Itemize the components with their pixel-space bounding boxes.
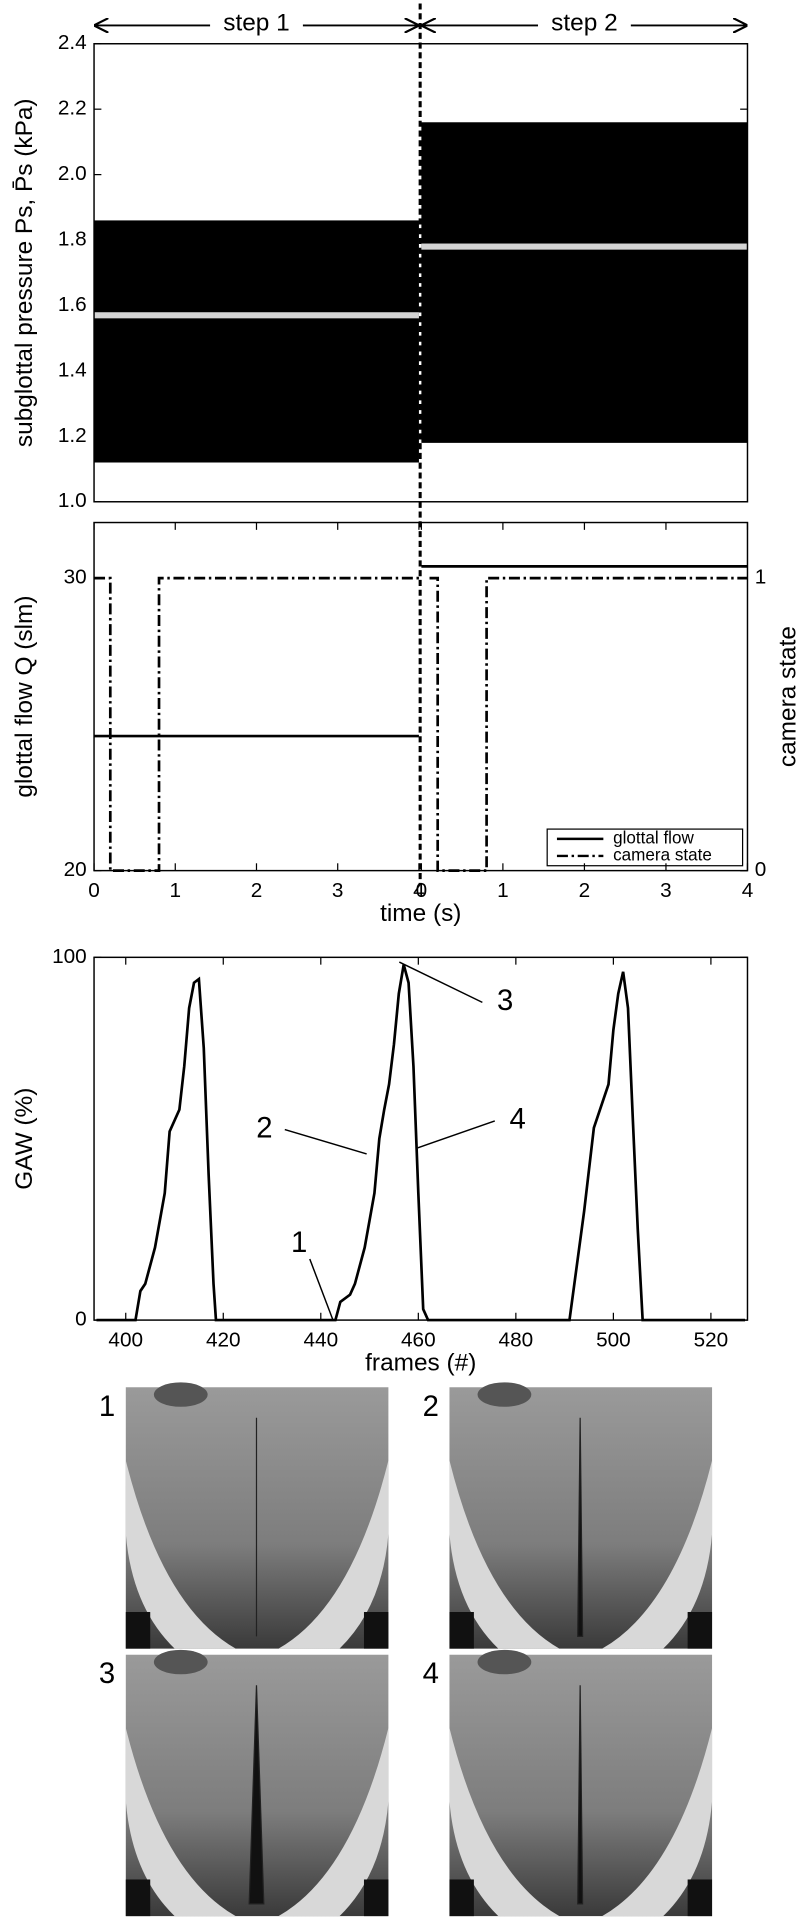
y-tick-label: 2.0 <box>58 162 87 185</box>
x-tick-label: 2 <box>579 879 591 902</box>
x-tick-label: 460 <box>401 1328 436 1351</box>
x-tick-label: 2 <box>251 879 263 902</box>
x-tick-label: 4 <box>413 879 425 902</box>
vocal-fold-edge <box>602 1460 713 1649</box>
legend-label: glottal flow <box>613 828 694 847</box>
glottis <box>577 1685 584 1905</box>
x-tick-label: 480 <box>499 1328 534 1351</box>
annotation-leader <box>417 1120 496 1149</box>
pressure-band <box>421 122 748 443</box>
legend-label: camera state <box>613 845 712 864</box>
x-tick-label: 400 <box>108 1328 143 1351</box>
vocal-fold-edge <box>125 1728 236 1917</box>
mean-pressure <box>421 243 748 250</box>
plot-frame <box>93 521 749 872</box>
vocal-fold-edge <box>449 1728 560 1917</box>
x-tick-label: 3 <box>332 879 344 902</box>
y-tick-label: 30 <box>64 566 87 589</box>
glottis <box>577 1417 584 1638</box>
legend-box <box>546 828 744 867</box>
x-tick-label: 1 <box>169 879 181 902</box>
frame-label: 3 <box>99 1657 115 1690</box>
y-tick-label: 1.2 <box>58 424 87 447</box>
y-axis-label: glottal flow Q (slm) <box>11 596 38 798</box>
y-tick-label: 2.2 <box>58 97 87 120</box>
vocal-fold-edge <box>278 1728 389 1917</box>
plot-frame <box>93 43 749 503</box>
step-label: step 1 <box>223 10 290 37</box>
y-tick-label: 20 <box>64 858 87 881</box>
corner-shadow <box>449 1611 474 1649</box>
y-tick-label: 100 <box>52 945 87 968</box>
x-tick-label: 520 <box>694 1328 729 1351</box>
frame-label: 4 <box>423 1657 439 1690</box>
y-tick-label: 0 <box>75 1308 87 1331</box>
x-tick-label: 3 <box>660 879 672 902</box>
y2-tick-label: 0 <box>755 858 767 881</box>
corner-shadow <box>449 1879 474 1917</box>
x-axis-label: time (s) <box>380 900 461 927</box>
tube <box>477 1382 532 1407</box>
annotation-leader <box>398 961 483 1004</box>
data-line <box>96 964 746 1322</box>
vocal-fold-edge <box>602 1728 713 1917</box>
frame-label: 1 <box>99 1390 115 1423</box>
y-tick-label: 1.6 <box>58 293 87 316</box>
tube <box>477 1649 532 1675</box>
y-tick-label: 1.4 <box>58 358 87 381</box>
y-tick-label: 1.0 <box>58 489 87 512</box>
y-axis-label: GAW (%) <box>11 1088 38 1190</box>
x-tick-label: 0 <box>416 879 428 902</box>
x-tick-label: 4 <box>742 879 754 902</box>
x-tick-label: 0 <box>88 879 100 902</box>
mean-pressure <box>94 312 419 319</box>
vocal-fold-edge <box>449 1460 560 1649</box>
corner-shadow <box>363 1879 389 1917</box>
vocal-fold-edge <box>125 1460 236 1649</box>
y-tick-label: 1.8 <box>58 228 87 251</box>
annotation-label: 1 <box>291 1226 307 1259</box>
data-line <box>429 576 748 872</box>
x-tick-label: 440 <box>303 1328 338 1351</box>
y2-tick-label: 1 <box>755 566 767 589</box>
step-label: step 2 <box>551 10 618 37</box>
x-axis-label: frames (#) <box>365 1350 476 1377</box>
x-tick-label: 1 <box>497 879 509 902</box>
data-line <box>94 576 419 872</box>
glottis <box>248 1685 265 1905</box>
corner-shadow <box>363 1611 389 1649</box>
corner-shadow <box>125 1879 151 1917</box>
annotation-leader <box>309 1258 334 1321</box>
annotation-label: 2 <box>256 1111 272 1144</box>
y2-axis-label: camera state <box>774 626 800 767</box>
y-tick-label: 2.4 <box>58 31 87 54</box>
tube <box>153 1382 208 1407</box>
annotation-label: 3 <box>497 984 513 1017</box>
y-axis-label: subglottal pressure Ps, P̄s (kPa) <box>11 98 38 447</box>
corner-shadow <box>125 1611 151 1649</box>
annotation-leader <box>284 1128 367 1155</box>
plot-frame <box>93 956 749 1321</box>
tube <box>153 1649 208 1675</box>
x-tick-label: 420 <box>206 1328 241 1351</box>
vocal-fold-edge <box>278 1460 389 1649</box>
frame-label: 2 <box>423 1390 439 1423</box>
annotation-label: 4 <box>509 1103 525 1136</box>
x-tick-label: 500 <box>596 1328 631 1351</box>
pressure-band <box>94 220 419 463</box>
corner-shadow <box>687 1879 713 1917</box>
corner-shadow <box>687 1611 713 1649</box>
